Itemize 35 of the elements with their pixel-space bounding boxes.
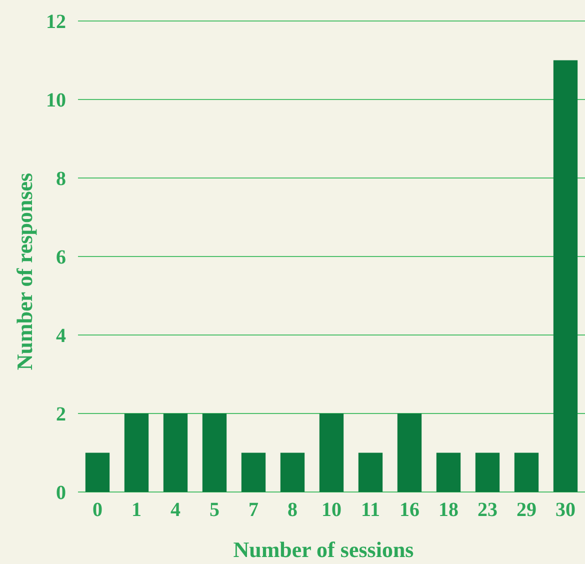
bar xyxy=(358,452,383,492)
x-tick-label: 0 xyxy=(92,499,102,521)
bar xyxy=(202,414,227,492)
x-tick-label: 11 xyxy=(361,499,380,521)
x-axis-title: Number of sessions xyxy=(233,537,414,562)
y-tick-label: 10 xyxy=(46,90,66,112)
x-tick-label: 5 xyxy=(210,499,220,521)
bar xyxy=(124,414,149,492)
x-tick-label: 29 xyxy=(516,499,536,521)
bar xyxy=(280,452,305,492)
y-tick-label: 6 xyxy=(56,246,66,268)
bar xyxy=(319,414,344,492)
bar xyxy=(85,452,110,492)
y-tick-label: 12 xyxy=(46,11,66,33)
bar xyxy=(436,452,461,492)
bar xyxy=(475,452,500,492)
bar xyxy=(397,414,422,492)
x-tick-label: 1 xyxy=(132,499,142,521)
y-tick-label: 8 xyxy=(56,168,66,190)
x-tick-label: 18 xyxy=(438,499,458,521)
bar xyxy=(163,414,188,492)
y-tick-label: 4 xyxy=(56,325,66,347)
x-tick-label: 8 xyxy=(288,499,298,521)
x-tick-label: 7 xyxy=(248,499,258,521)
x-tick-label: 23 xyxy=(478,499,498,521)
x-tick-label: 30 xyxy=(556,499,576,521)
bar xyxy=(514,452,539,492)
y-axis-title: Number of responses xyxy=(12,172,37,370)
x-tick-label: 4 xyxy=(170,499,180,521)
y-tick-label: 2 xyxy=(56,404,66,426)
y-tick-label: 0 xyxy=(56,482,66,504)
x-tick-label: 16 xyxy=(400,499,420,521)
bar xyxy=(553,60,578,492)
bar xyxy=(241,452,266,492)
x-tick-label: 10 xyxy=(322,499,342,521)
